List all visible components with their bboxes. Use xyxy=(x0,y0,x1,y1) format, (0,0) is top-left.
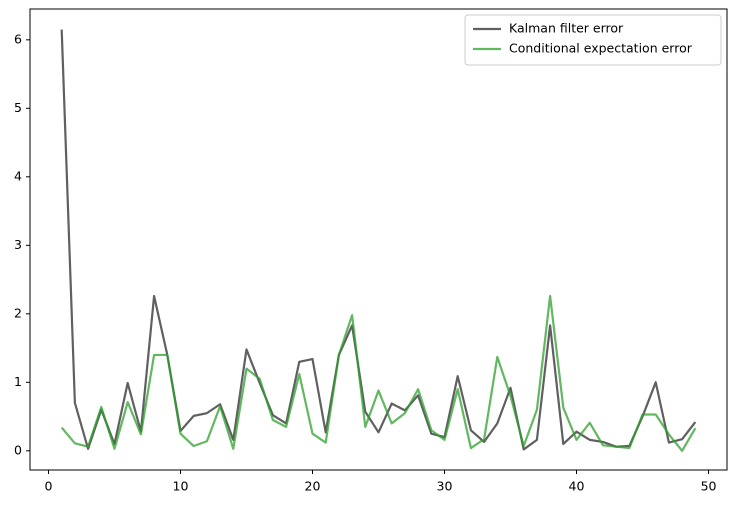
y-tick-label: 1 xyxy=(14,374,22,389)
y-tick-label: 2 xyxy=(14,305,22,320)
y-tick-label: 0 xyxy=(14,442,22,457)
y-tick-label: 5 xyxy=(14,100,22,115)
x-tick-label: 10 xyxy=(173,479,189,494)
x-tick-label: 40 xyxy=(569,479,585,494)
series-line xyxy=(60,294,697,452)
x-tick-label: 20 xyxy=(305,479,321,494)
y-tick-label: 4 xyxy=(14,168,22,183)
legend-label: Kalman filter error xyxy=(509,21,624,36)
legend-label: Conditional expectation error xyxy=(509,41,693,56)
x-tick-label: 30 xyxy=(437,479,453,494)
series-line xyxy=(60,29,697,451)
plot-frame xyxy=(29,8,728,471)
y-tick-label: 3 xyxy=(14,237,22,252)
legend-box xyxy=(464,14,722,66)
x-tick-label: 0 xyxy=(45,479,53,494)
x-tick-label: 50 xyxy=(701,479,717,494)
y-tick-label: 6 xyxy=(14,31,22,46)
